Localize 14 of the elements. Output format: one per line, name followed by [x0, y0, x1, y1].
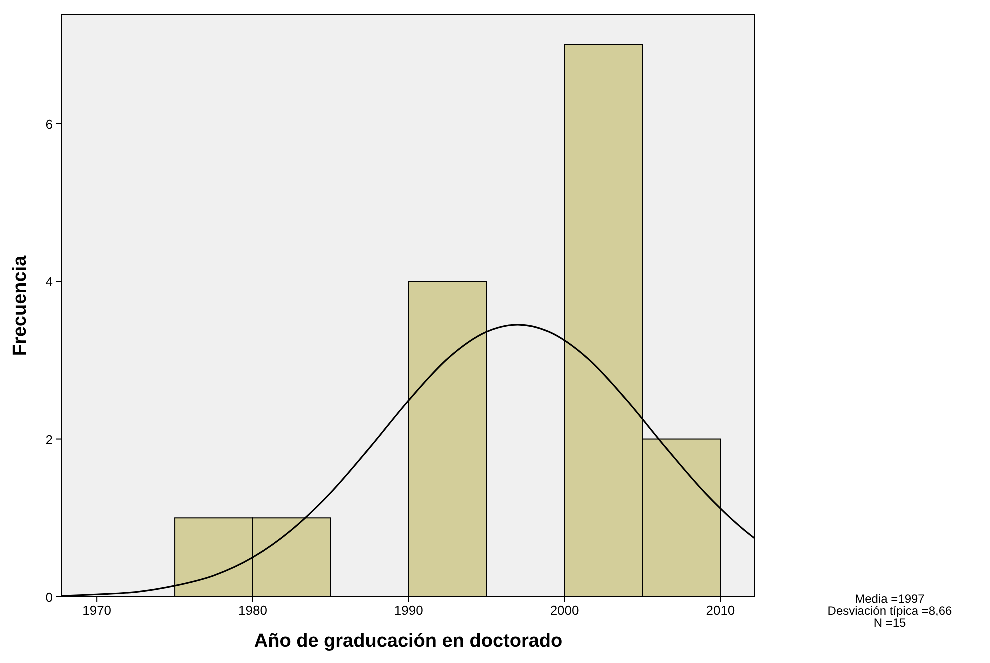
- x-tick-label: 2000: [550, 603, 580, 618]
- x-tick-label: 2010: [706, 603, 736, 618]
- text: Desviación típica =8,66: [828, 604, 953, 618]
- y-tick-label: 6: [46, 116, 53, 132]
- x-tick-label: 1990: [394, 603, 424, 618]
- x-tick-label: 1970: [82, 603, 112, 618]
- y-tick-label: 4: [46, 274, 53, 290]
- y-tick-label: 2: [46, 432, 53, 448]
- y-axis-title: Frecuencia: [10, 255, 31, 356]
- text: Media =1997: [855, 592, 926, 606]
- y-tick-label: 0: [46, 590, 53, 605]
- x-tick-label: 1980: [238, 603, 268, 618]
- x-axis-title: Año de graducación en doctorado: [254, 631, 563, 652]
- text: N =15: [874, 616, 906, 630]
